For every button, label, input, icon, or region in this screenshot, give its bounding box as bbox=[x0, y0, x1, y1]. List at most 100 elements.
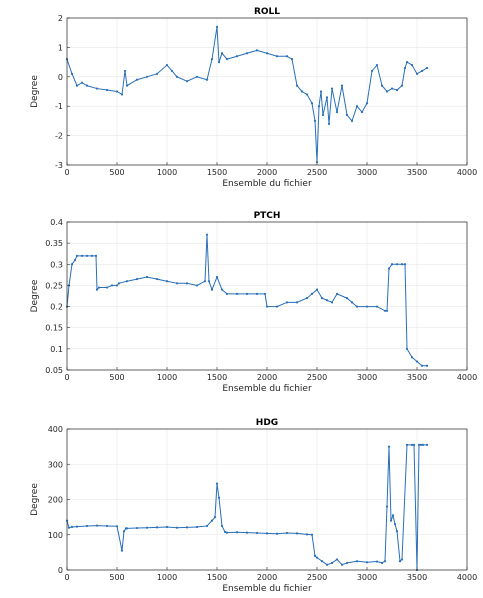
roll-data-point bbox=[215, 25, 219, 28]
ptch-data-point bbox=[207, 280, 211, 283]
hdg-ytick-label: 200 bbox=[48, 496, 63, 505]
roll-data-point bbox=[135, 78, 139, 81]
hdg-data-point bbox=[275, 532, 279, 535]
ptch-data-point bbox=[420, 364, 424, 367]
roll-data-point bbox=[265, 52, 269, 55]
hdg-data-point bbox=[295, 532, 299, 535]
hdg-ytick-label: 400 bbox=[48, 425, 63, 434]
hdg-data-point bbox=[355, 560, 359, 563]
ptch-ytick-label: 0.25 bbox=[45, 281, 63, 290]
hdg-xtick-label: 4000 bbox=[457, 573, 477, 582]
ptch-data-point bbox=[185, 282, 189, 285]
hdg-xtick-label: 2500 bbox=[307, 573, 327, 582]
hdg-data-point bbox=[325, 563, 329, 566]
hdg-data-point bbox=[205, 524, 209, 528]
roll-data-point bbox=[321, 113, 325, 117]
ptch-data-point bbox=[265, 305, 269, 308]
hdg-data-point bbox=[340, 563, 344, 566]
roll-data-point bbox=[327, 122, 331, 125]
roll-grid bbox=[66, 17, 468, 166]
ptch-data-point bbox=[330, 301, 334, 304]
hdg-data-point bbox=[195, 525, 199, 529]
ptch-data-point bbox=[285, 301, 289, 304]
roll-ytick-label: -1 bbox=[55, 102, 63, 111]
ptch-data-point bbox=[350, 301, 354, 304]
roll-data-point bbox=[403, 66, 407, 70]
hdg-series-line bbox=[66, 444, 427, 571]
ptch-xtick-label: 2000 bbox=[257, 373, 277, 382]
hdg-data-point bbox=[70, 525, 74, 529]
hdg-data-point bbox=[417, 443, 421, 446]
ptch-data-point bbox=[215, 275, 219, 279]
roll-data-point bbox=[375, 63, 379, 67]
hdg-data-point bbox=[122, 530, 126, 533]
ptch-ytick-label: 0.3 bbox=[50, 260, 63, 269]
roll-xtick-label: 3500 bbox=[407, 168, 427, 177]
roll-data-point bbox=[317, 105, 321, 108]
roll-xtick-label: 3000 bbox=[357, 168, 377, 177]
hdg-data-point bbox=[313, 554, 317, 558]
ptch-data-point bbox=[220, 288, 224, 291]
hdg-data-point bbox=[105, 524, 109, 528]
roll-data-point bbox=[85, 84, 89, 87]
roll-data-point bbox=[210, 58, 214, 61]
hdg-data-point bbox=[395, 530, 399, 533]
ptch-data-point bbox=[105, 286, 109, 289]
hdg-data-point bbox=[245, 531, 249, 534]
hdg-data-point bbox=[95, 524, 99, 527]
ptch-data-point bbox=[210, 288, 214, 291]
hdg-data-point bbox=[400, 558, 404, 561]
hdg-ylabel: Degree bbox=[30, 483, 40, 516]
roll-data-point bbox=[175, 75, 179, 78]
roll-data-point bbox=[145, 75, 149, 78]
roll-ytick-label: -2 bbox=[55, 132, 63, 141]
hdg-data-point bbox=[365, 561, 369, 564]
roll-data-point bbox=[285, 55, 289, 58]
hdg-data-point bbox=[75, 525, 79, 528]
roll-data-point bbox=[385, 90, 389, 93]
ptch-data-point bbox=[387, 267, 391, 270]
roll-data-point bbox=[319, 90, 323, 93]
ptch-title: PTCH bbox=[254, 211, 281, 221]
ptch-data-point bbox=[355, 305, 359, 308]
ptch-data-point bbox=[255, 292, 259, 295]
ptch-xtick-label: 1000 bbox=[157, 373, 177, 382]
roll-data-point bbox=[335, 110, 339, 114]
hdg-data-point bbox=[421, 443, 425, 446]
roll-data-point bbox=[410, 63, 414, 67]
hdg-data-point bbox=[175, 526, 179, 529]
hdg-data-point bbox=[398, 560, 402, 563]
roll-ytick-label: 2 bbox=[58, 14, 63, 23]
roll-data-point bbox=[395, 88, 399, 92]
hdg-data-point bbox=[217, 496, 221, 499]
roll-xtick-label: 2000 bbox=[257, 168, 277, 177]
ptch-ytick-label: 0.2 bbox=[50, 303, 63, 312]
ptch-data-point bbox=[425, 364, 429, 367]
ptch-ytick-label: 0.15 bbox=[45, 324, 63, 333]
ptch-data-point bbox=[365, 305, 369, 308]
hdg-data-point bbox=[125, 527, 129, 530]
roll-data-point bbox=[365, 102, 369, 105]
hdg-xtick-label: 3000 bbox=[357, 573, 377, 582]
hdg-data-point bbox=[419, 443, 423, 446]
hdg-ytick-label: 0 bbox=[58, 566, 63, 575]
ptch-xtick-label: 500 bbox=[109, 373, 124, 382]
ptch-data-point bbox=[85, 254, 89, 257]
hdg-xtick-label: 2000 bbox=[257, 573, 277, 582]
hdg-xlabel: Ensemble du fichier bbox=[222, 584, 312, 594]
roll-data-point bbox=[355, 105, 359, 108]
roll-data-point bbox=[115, 90, 119, 93]
roll-data-point bbox=[340, 84, 344, 87]
roll-ytick-label: 1 bbox=[58, 43, 63, 52]
ptch-data-point bbox=[385, 309, 389, 312]
ptch-data-point bbox=[345, 297, 349, 300]
ptch-data-point bbox=[310, 292, 314, 295]
ptch-data-point bbox=[115, 284, 119, 287]
hdg-xtick-label: 3500 bbox=[407, 573, 427, 582]
ptch-ytick-label: 0.35 bbox=[45, 239, 63, 248]
roll-xtick-label: 2500 bbox=[307, 168, 327, 177]
roll-data-point bbox=[350, 119, 354, 122]
roll-data-point bbox=[245, 52, 249, 55]
roll-xtick-label: 0 bbox=[64, 168, 69, 177]
ptch-data-point bbox=[175, 282, 179, 285]
